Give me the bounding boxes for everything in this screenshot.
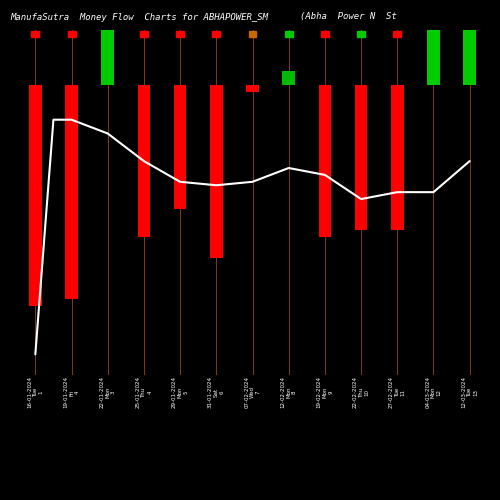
Text: ManufaSutra  Money Flow  Charts for ABHAPOWER_SM: ManufaSutra Money Flow Charts for ABHAPO… <box>10 12 268 22</box>
Bar <box>248 30 256 37</box>
Bar <box>466 30 473 37</box>
Bar <box>29 85 42 306</box>
Bar <box>321 30 329 37</box>
Bar <box>357 30 365 37</box>
Bar <box>32 30 40 37</box>
Text: (Abha  Power N  St: (Abha Power N St <box>300 12 397 22</box>
Bar <box>427 2 440 85</box>
Bar <box>318 85 331 237</box>
Bar <box>282 72 295 85</box>
Bar <box>284 30 292 37</box>
Bar <box>102 0 114 85</box>
Bar <box>68 30 76 37</box>
Bar <box>391 85 404 230</box>
Bar <box>140 30 148 37</box>
Bar <box>65 85 78 299</box>
Bar <box>104 30 112 37</box>
Bar <box>138 85 150 237</box>
Bar <box>174 85 186 210</box>
Bar <box>394 30 402 37</box>
Bar <box>430 30 438 37</box>
Bar <box>354 85 368 230</box>
Bar <box>210 85 222 258</box>
Bar <box>176 30 184 37</box>
Bar <box>464 0 476 85</box>
Bar <box>212 30 220 37</box>
Bar <box>246 85 259 92</box>
